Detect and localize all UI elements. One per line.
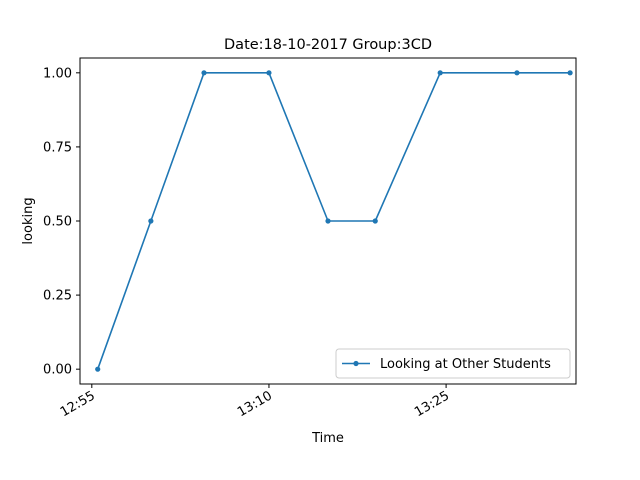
data-point <box>514 70 520 76</box>
chart-title: Date:18-10-2017 Group:3CD <box>224 37 432 53</box>
data-point <box>567 70 573 76</box>
legend-box <box>335 348 571 379</box>
y-tick-label: 0.75 <box>43 140 72 155</box>
legend-entry-label: Looking at Other Students <box>380 357 551 372</box>
x-axis-label: Time <box>311 431 344 446</box>
data-point <box>95 366 101 372</box>
y-tick-label: 0.25 <box>43 289 72 304</box>
plot-frame <box>79 57 577 385</box>
legend-marker-swatch <box>353 360 359 367</box>
data-point <box>266 70 272 76</box>
y-tick-label: 0.50 <box>43 215 72 230</box>
data-point <box>437 70 443 76</box>
data-point <box>325 218 331 224</box>
data-point <box>201 70 207 76</box>
y-tick-label: 1.00 <box>43 66 72 81</box>
data-point <box>148 218 154 224</box>
y-tick-label: 0.00 <box>43 363 72 378</box>
data-point <box>372 218 378 224</box>
y-axis-label: looking <box>21 197 36 244</box>
